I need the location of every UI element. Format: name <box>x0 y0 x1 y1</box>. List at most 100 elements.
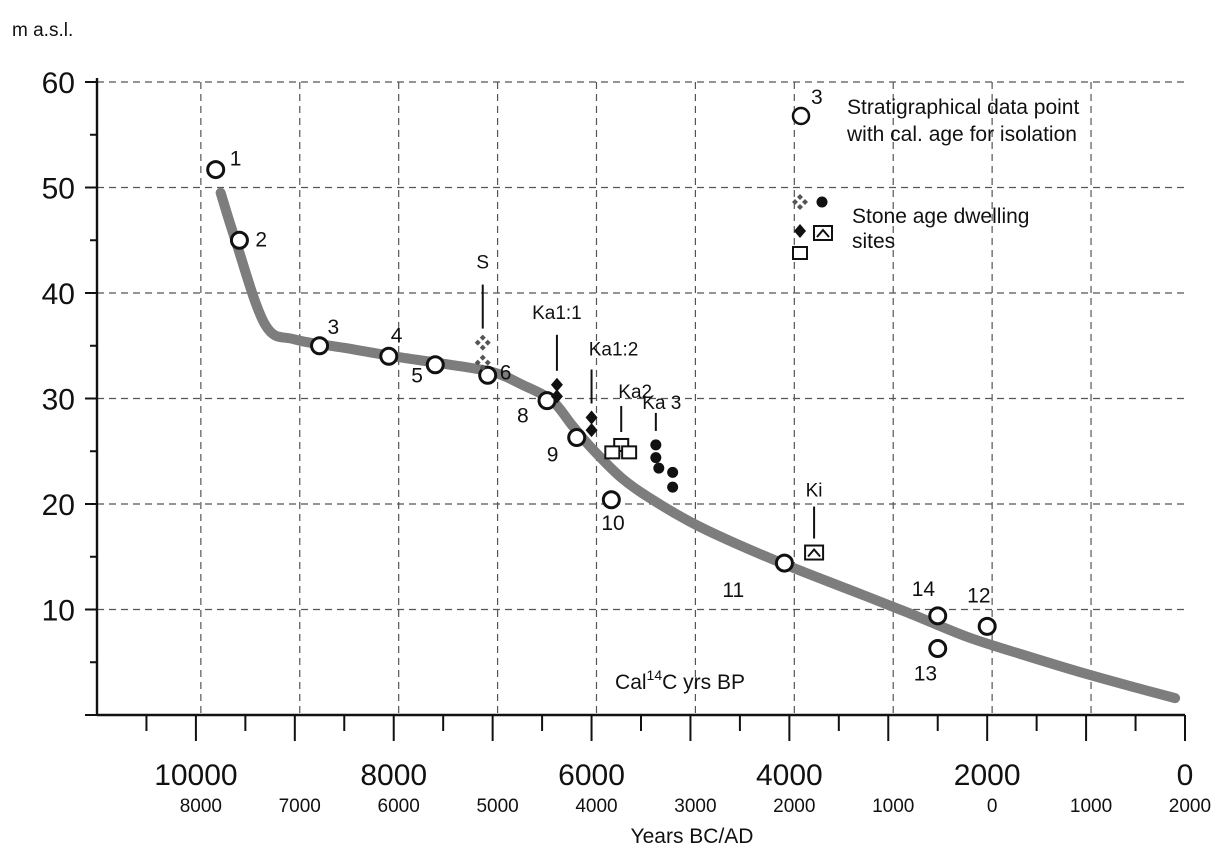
shoreline-curve-group <box>215 187 1181 704</box>
x-tick-label-bp: 6000 <box>558 759 625 792</box>
dwelling-site: S <box>474 253 491 371</box>
dwelling-marker-diamond <box>585 410 598 425</box>
isolation-point-label: 12 <box>967 584 990 607</box>
cross-lobe <box>797 194 803 200</box>
dwelling-marker-dot <box>667 466 679 478</box>
isolation-point <box>601 490 621 510</box>
cross-lobe <box>479 364 486 371</box>
dwelling-marker-dot <box>650 452 662 464</box>
y-tick-labels: 10 20 30 40 50 60 <box>42 67 75 628</box>
isolation-point <box>928 639 948 659</box>
dwelling-marker-diamond <box>550 389 563 404</box>
y-axis-label: m a.s.l. <box>12 20 73 41</box>
dwelling-site-label: Ki <box>806 481 823 502</box>
inner-label-suffix: C yrs BP <box>662 671 745 694</box>
dwelling-site-label: Ka1:1 <box>532 303 582 324</box>
isolation-point-label: 13 <box>914 663 937 686</box>
isolation-point-label: 9 <box>547 444 559 467</box>
dwelling-marker-square-triangle <box>804 544 825 561</box>
isolation-point-label: 4 <box>391 324 403 347</box>
isolation-point <box>425 355 445 375</box>
calibrated-years-label: Cal14C yrs BP <box>615 667 745 694</box>
isolation-point <box>567 428 587 448</box>
dwelling-site: Ka1:1 <box>532 303 582 404</box>
x-tick-label-bp: 0 <box>1177 759 1194 792</box>
legend-circle-symbol-label: 3 <box>811 86 823 109</box>
isolation-point-label: 6 <box>500 361 512 384</box>
cross-lobe <box>479 354 486 361</box>
dwelling-marker-square <box>604 445 621 460</box>
cross-lobe <box>484 359 491 366</box>
y-tick-label: 50 <box>42 173 75 206</box>
dwelling-marker-dot <box>816 196 828 208</box>
isolation-point <box>977 616 997 636</box>
isolation-point <box>379 346 399 366</box>
x-tick-label-bcad: 6000 <box>378 796 420 817</box>
dwelling-site: Ka2 <box>604 382 652 460</box>
x-tick-label-bcad: 2000 <box>773 796 815 817</box>
shoreline-curve <box>215 187 1181 704</box>
isolation-point-label: 14 <box>912 578 936 601</box>
isolation-point-label: 10 <box>601 512 624 535</box>
x-tick-label-bcad: 7000 <box>279 796 321 817</box>
isolation-point-label: 8 <box>517 405 529 428</box>
legend-text-stratigraphical: with cal. age for isolation <box>846 123 1077 146</box>
dwelling-marker-triangle <box>807 547 821 558</box>
dwelling-marker-diamond <box>585 423 598 438</box>
isolation-point <box>928 606 948 626</box>
y-tick-label: 30 <box>42 384 75 417</box>
x-tick-label-bcad: 4000 <box>575 796 617 817</box>
dwelling-site-label: Ka2 <box>618 382 652 403</box>
dwelling-marker-cross <box>474 334 491 351</box>
grid-lines <box>97 81 1185 715</box>
x-tick-label-bcad: 0 <box>987 796 998 817</box>
legend-circle-symbol <box>791 106 811 126</box>
x-tick-label-bp: 10000 <box>154 759 237 792</box>
dwelling-marker-square <box>621 445 638 460</box>
dwelling-marker-diamond <box>550 377 563 392</box>
x-tick-label-bcad: 1000 <box>1070 796 1112 817</box>
x-tick-label-bcad: 1000 <box>872 796 914 817</box>
isolation-point <box>229 230 249 250</box>
y-tick-label: 60 <box>42 67 75 100</box>
legend: 3 Stratigraphical data point with cal. age… <box>791 86 1079 260</box>
dwelling-marker-cross <box>474 354 491 371</box>
cross-lobe <box>484 339 491 346</box>
x-tick-label-bcad: 3000 <box>674 796 716 817</box>
axes <box>85 78 1186 741</box>
x-tick-label-bcad: 5000 <box>476 796 518 817</box>
legend-text-stratigraphical: Stratigraphical data point <box>847 96 1079 119</box>
cross-lobe <box>792 199 798 205</box>
dwelling-marker-dot <box>650 439 662 451</box>
x-tick-label-bcad: 8000 <box>180 796 222 817</box>
isolation-point <box>310 336 330 356</box>
dwelling-site-label: Ka1:2 <box>589 339 639 360</box>
isolation-point-label: 2 <box>255 228 267 251</box>
dwelling-marker-square <box>792 246 808 260</box>
x-tick-label-bp: 2000 <box>954 759 1021 792</box>
isolation-point-label: 3 <box>328 316 340 339</box>
dwelling-marker-cross <box>792 194 808 210</box>
isolation-point <box>478 365 498 385</box>
dwelling-site: Ka 3 <box>642 393 681 493</box>
legend-text-dwelling: sites <box>852 230 895 253</box>
isolation-point-label: 11 <box>722 579 744 602</box>
isolation-point <box>774 553 794 573</box>
dwelling-marker-dot <box>653 462 665 474</box>
dwelling-marker-dot <box>667 481 679 493</box>
isolation-point-label: 1 <box>230 148 242 171</box>
y-tick-label: 20 <box>42 489 75 522</box>
x-tick-label-bp: 8000 <box>360 759 427 792</box>
inner-label-prefix: Cal <box>615 671 647 694</box>
cross-lobe <box>474 359 481 366</box>
y-tick-label: 40 <box>42 278 75 311</box>
dwelling-site-label: S <box>476 253 489 274</box>
cross-lobe <box>474 339 481 346</box>
x-axis-label: Years BC/AD <box>631 825 754 848</box>
cross-lobe <box>479 344 486 351</box>
cross-lobe <box>479 334 486 341</box>
